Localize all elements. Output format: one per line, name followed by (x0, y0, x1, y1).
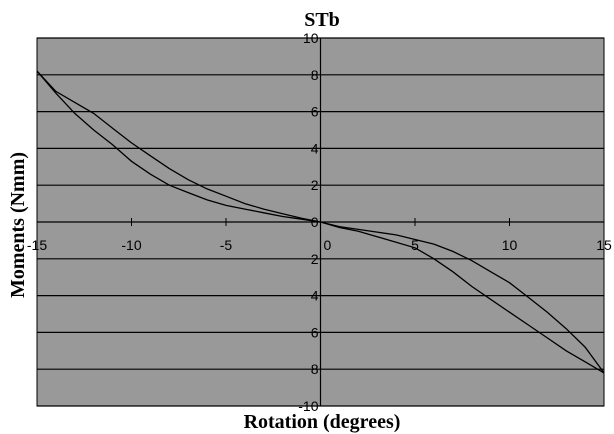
y-axis-label: Moments (Nmm) (7, 152, 29, 298)
series-line-2 (36, 70, 605, 374)
x-tick-label: -10 (121, 237, 141, 253)
gridlines (36, 37, 605, 407)
y-tick-label: 2 (311, 251, 319, 267)
y-tick-label: 8 (311, 67, 319, 83)
y-tick-label: 6 (311, 324, 319, 340)
y-tick-label: 4 (311, 140, 319, 156)
y-tick-label: 6 (311, 104, 319, 120)
y-tick-label: 0 (311, 214, 319, 230)
x-tick-label: -5 (220, 237, 233, 253)
x-tick-label: 15 (596, 237, 612, 253)
x-axis-label: Rotation (degrees) (244, 411, 401, 433)
x-tick-label: 0 (324, 237, 332, 253)
x-tick-label: 10 (502, 237, 518, 253)
chart-title: STb (304, 9, 340, 31)
x-tick-label: 5 (411, 237, 419, 253)
x-tick-label: -15 (27, 237, 47, 253)
y-tick-label: 2 (311, 177, 319, 193)
y-tick-label: 4 (311, 288, 319, 304)
y-tick-label: -10 (298, 398, 318, 414)
series-group (36, 70, 605, 374)
y-tick-label: 10 (303, 30, 319, 46)
y-tick-label: 8 (311, 361, 319, 377)
